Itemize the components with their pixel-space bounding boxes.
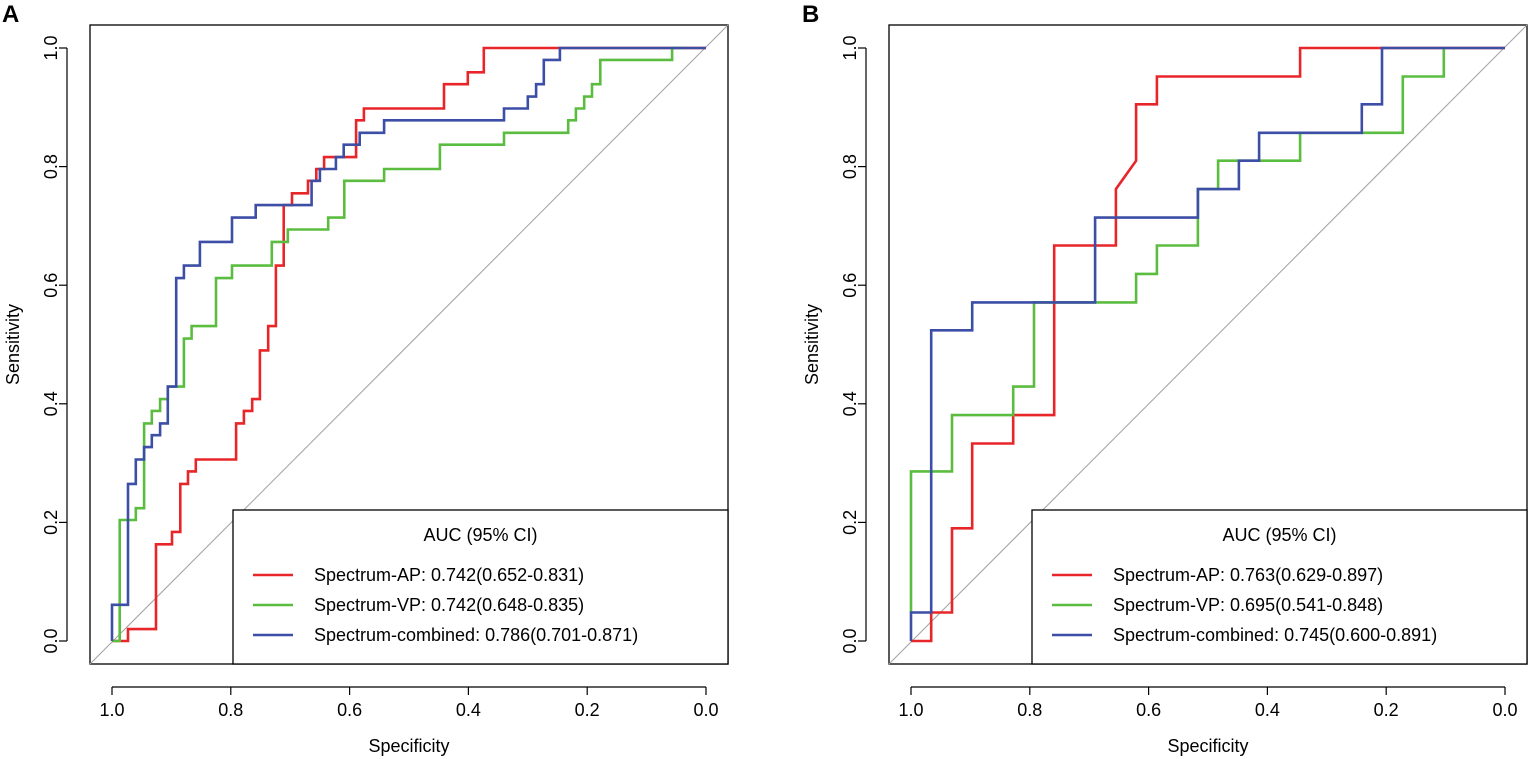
x-tick-label: 0.2: [1374, 700, 1399, 720]
legend-box: [232, 509, 729, 665]
legend-label-combined: Spectrum-combined: 0.745(0.600-0.891): [1113, 625, 1437, 645]
y-tick-label: 0.2: [41, 510, 61, 535]
reference-diagonal: [89, 24, 729, 665]
legend-label-combined: Spectrum-combined: 0.786(0.701-0.871): [314, 625, 638, 645]
roc-curve-combined: [110, 46, 706, 641]
y-tick-label: 0.4: [41, 391, 61, 416]
y-tick-label: 0.6: [41, 273, 61, 298]
y-tick-label: 1.0: [840, 35, 860, 60]
y-tick-label: 0.2: [840, 510, 860, 535]
y-tick-label: 1.0: [41, 35, 61, 60]
y-axis-title: Sensitivity: [802, 304, 822, 385]
panel-label: B: [802, 1, 819, 28]
x-tick-label: 0.6: [1136, 700, 1161, 720]
legend-label-ap: Spectrum-AP: 0.763(0.629-0.897): [1113, 565, 1383, 585]
x-tick-label: 0.2: [575, 700, 600, 720]
panel-label: A: [2, 1, 19, 28]
y-tick-label: 0.0: [840, 628, 860, 653]
legend-title: AUC (95% CI): [423, 525, 537, 545]
roc-curve-ap: [112, 46, 706, 643]
legend-box: [1031, 509, 1528, 665]
legend-label-vp: Spectrum-VP: 0.742(0.648-0.835): [314, 595, 584, 615]
x-tick-label: 0.0: [1492, 700, 1517, 720]
y-tick-label: 0.6: [840, 273, 860, 298]
legend: AUC (95% CI) Spectrum-AP: 0.763(0.629-0.8…: [1031, 509, 1528, 665]
x-tick-label: 1.0: [99, 700, 124, 720]
y-tick-label: 0.8: [41, 154, 61, 179]
y-tick-label: 0.0: [41, 628, 61, 653]
x-tick-label: 0.0: [693, 700, 718, 720]
x-axis-title: Specificity: [1167, 736, 1248, 756]
reference-diagonal: [888, 24, 1528, 665]
x-tick-label: 0.6: [337, 700, 362, 720]
roc-panel-b: B 1.0 0.8 0.6 0.4 0.2 0.0 0.0 0.2 0.4 0.6 0.8 1.0 Spe…: [802, 1, 1528, 756]
x-axis-title: Specificity: [368, 736, 449, 756]
roc-panel-a: A 1.0 0.8 0.6 0.4 0.2 0.0 0.0 0.2 0.4 0.6 0.8 1.0 Spe…: [2, 1, 729, 756]
x-tick-label: 1.0: [898, 700, 923, 720]
roc-curve-vp: [909, 48, 1446, 613]
roc-curve-vp: [112, 46, 683, 643]
legend-title: AUC (95% CI): [1222, 525, 1336, 545]
x-tick-label: 0.4: [1255, 700, 1280, 720]
roc-curve-combined: [909, 46, 1505, 641]
y-axis-title: Sensitivity: [3, 304, 23, 385]
y-tick-label: 0.8: [840, 154, 860, 179]
x-tick-label: 0.8: [218, 700, 243, 720]
legend-label-ap: Spectrum-AP: 0.742(0.652-0.831): [314, 565, 584, 585]
roc-curve-ap: [911, 46, 1505, 643]
y-tick-label: 0.4: [840, 391, 860, 416]
legend-label-vp: Spectrum-VP: 0.695(0.541-0.848): [1113, 595, 1383, 615]
x-tick-label: 0.4: [456, 700, 481, 720]
legend: AUC (95% CI) Spectrum-AP: 0.742(0.652-0.8…: [232, 509, 729, 665]
x-tick-label: 0.8: [1017, 700, 1042, 720]
